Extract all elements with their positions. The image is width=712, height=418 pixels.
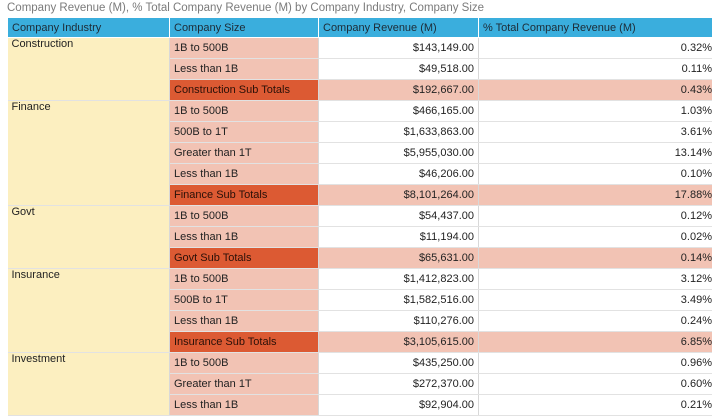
percent-cell: 13.14% <box>478 142 712 164</box>
revenue-cell: $435,250.00 <box>318 352 479 374</box>
column-header-company-size[interactable]: Company Size <box>169 17 319 38</box>
table-body: Construction 1B to 500B $143,149.00 0.32% Le… <box>7 37 712 416</box>
size-cell[interactable]: 1B to 500B <box>169 37 319 59</box>
revenue-cell: $143,149.00 <box>318 37 479 59</box>
table-row: 500B to 1T $1,582,516.00 3.49% <box>8 289 712 311</box>
percent-cell: 0.60% <box>478 373 712 395</box>
size-cell[interactable]: Greater than 1T <box>169 373 319 395</box>
revenue-cell: $1,582,516.00 <box>318 289 479 311</box>
percent-cell: 3.49% <box>478 289 712 311</box>
table-row: Less than 1B $11,194.00 0.02% <box>8 226 712 248</box>
revenue-cell: $5,955,030.00 <box>318 142 479 164</box>
size-cell[interactable]: Less than 1B <box>169 310 319 332</box>
table-row: Less than 1B $46,206.00 0.10% <box>8 163 712 185</box>
percent-cell: 17.88% <box>478 184 712 206</box>
percent-cell: 0.43% <box>478 79 712 101</box>
subtotal-label-cell[interactable]: Construction Sub Totals <box>169 79 319 101</box>
industry-cell[interactable]: Investment <box>7 352 170 416</box>
percent-cell: 1.03% <box>478 100 712 122</box>
percent-cell: 0.02% <box>478 226 712 248</box>
subtotal-label-cell[interactable]: Govt Sub Totals <box>169 247 319 269</box>
percent-cell: 0.10% <box>478 163 712 185</box>
revenue-cell: $110,276.00 <box>318 310 479 332</box>
size-cell[interactable]: Greater than 1T <box>169 142 319 164</box>
industry-cell[interactable]: Insurance <box>7 268 170 353</box>
table-row: Less than 1B $49,518.00 0.11% <box>8 58 712 80</box>
percent-cell: 0.11% <box>478 58 712 80</box>
size-cell[interactable]: 1B to 500B <box>169 268 319 290</box>
subtotal-row: Construction Sub Totals $192,667.00 0.43% <box>8 79 712 101</box>
revenue-cell: $192,667.00 <box>318 79 479 101</box>
column-header-company-industry[interactable]: Company Industry <box>7 17 170 38</box>
percent-cell: 0.12% <box>478 205 712 227</box>
pivot-table: Company Industry Company Size Company Re… <box>7 17 712 416</box>
table-row: Investment 1B to 500B $435,250.00 0.96% <box>7 352 712 416</box>
size-cell[interactable]: Less than 1B <box>169 394 319 416</box>
table-row: Greater than 1T $5,955,030.00 13.14% <box>8 142 712 164</box>
header-row: Company Industry Company Size Company Re… <box>7 17 712 38</box>
percent-cell: 0.14% <box>478 247 712 269</box>
percent-cell: 0.24% <box>478 310 712 332</box>
subtotal-row: Finance Sub Totals $8,101,264.00 17.88% <box>8 184 712 206</box>
revenue-cell: $54,437.00 <box>318 205 479 227</box>
table-row: Insurance 1B to 500B $1,412,823.00 3.12% <box>7 268 712 353</box>
table-row: Less than 1B $110,276.00 0.24% <box>8 310 712 332</box>
revenue-cell: $46,206.00 <box>318 163 479 185</box>
subtotal-label-cell[interactable]: Finance Sub Totals <box>169 184 319 206</box>
subtotal-label-cell[interactable]: Insurance Sub Totals <box>169 331 319 353</box>
percent-cell: 3.12% <box>478 268 712 290</box>
subtotal-row: Govt Sub Totals $65,631.00 0.14% <box>8 247 712 269</box>
size-cell[interactable]: Less than 1B <box>169 58 319 80</box>
table-row: Greater than 1T $272,370.00 0.60% <box>8 373 712 395</box>
percent-cell: 0.32% <box>478 37 712 59</box>
revenue-cell: $65,631.00 <box>318 247 479 269</box>
revenue-cell: $3,105,615.00 <box>318 331 479 353</box>
revenue-cell: $466,165.00 <box>318 100 479 122</box>
size-cell[interactable]: Less than 1B <box>169 163 319 185</box>
table-row: Govt 1B to 500B $54,437.00 0.12% <box>7 205 712 269</box>
percent-cell: 0.96% <box>478 352 712 374</box>
revenue-cell: $1,633,863.00 <box>318 121 479 143</box>
size-cell[interactable]: 500B to 1T <box>169 289 319 311</box>
industry-cell[interactable]: Finance <box>7 100 170 206</box>
size-cell[interactable]: Less than 1B <box>169 226 319 248</box>
industry-cell[interactable]: Govt <box>7 205 170 269</box>
report-title: Company Revenue (M), % Total Company Rev… <box>7 2 485 14</box>
revenue-cell: $1,412,823.00 <box>318 268 479 290</box>
size-cell[interactable]: 1B to 500B <box>169 100 319 122</box>
subtotal-row: Insurance Sub Totals $3,105,615.00 6.85% <box>8 331 712 353</box>
size-cell[interactable]: 1B to 500B <box>169 352 319 374</box>
table-row: Construction 1B to 500B $143,149.00 0.32% <box>7 37 712 101</box>
table-row: Less than 1B $92,904.00 0.21% <box>8 394 712 416</box>
revenue-cell: $8,101,264.00 <box>318 184 479 206</box>
size-cell[interactable]: 500B to 1T <box>169 121 319 143</box>
revenue-cell: $92,904.00 <box>318 394 479 416</box>
revenue-cell: $272,370.00 <box>318 373 479 395</box>
column-header-company-revenue[interactable]: Company Revenue (M) <box>318 17 479 38</box>
percent-cell: 3.61% <box>478 121 712 143</box>
size-cell[interactable]: 1B to 500B <box>169 205 319 227</box>
table-row: Finance 1B to 500B $466,165.00 1.03% <box>7 100 712 206</box>
percent-cell: 0.21% <box>478 394 712 416</box>
table-row: 500B to 1T $1,633,863.00 3.61% <box>8 121 712 143</box>
percent-cell: 6.85% <box>478 331 712 353</box>
column-header-pct-total-revenue[interactable]: % Total Company Revenue (M) <box>478 17 712 38</box>
revenue-cell: $49,518.00 <box>318 58 479 80</box>
table-header: Company Industry Company Size Company Re… <box>7 17 712 38</box>
industry-cell[interactable]: Construction <box>7 37 170 101</box>
revenue-cell: $11,194.00 <box>318 226 479 248</box>
